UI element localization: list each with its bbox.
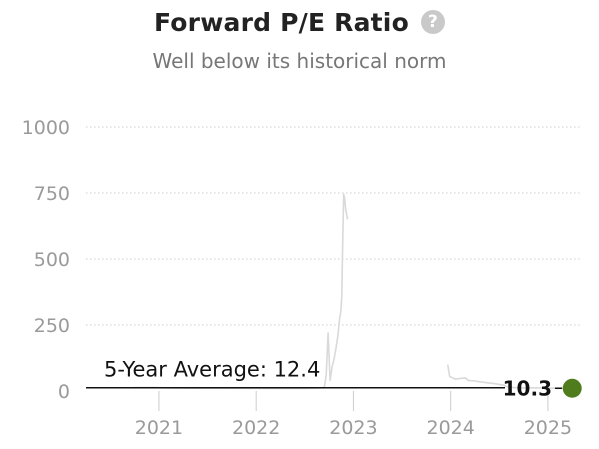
pe-series-line xyxy=(446,364,573,390)
question-circle-icon[interactable]: ? xyxy=(420,10,445,34)
x-tick-label: 2025 xyxy=(524,417,572,439)
average-label: 5-Year Average: 12.4 xyxy=(104,358,320,382)
chart-subtitle: Well below its historical norm xyxy=(152,49,447,73)
current-value-marker xyxy=(562,378,582,398)
chart-header: Forward P/E Ratio ? xyxy=(0,2,599,42)
y-tick-label: 0 xyxy=(58,381,70,403)
x-tick-label: 2023 xyxy=(329,417,377,439)
x-tick-label: 2024 xyxy=(426,417,474,439)
y-tick-label: 750 xyxy=(34,183,70,205)
x-tick-label: 2021 xyxy=(135,417,183,439)
chart-title: Forward P/E Ratio xyxy=(154,7,409,37)
y-tick-label: 250 xyxy=(34,315,70,337)
y-tick-label: 1000 xyxy=(22,117,70,139)
y-tick-label: 500 xyxy=(34,249,70,271)
current-value-label: 10.3 xyxy=(503,376,552,400)
x-tick-label: 2022 xyxy=(232,417,280,439)
